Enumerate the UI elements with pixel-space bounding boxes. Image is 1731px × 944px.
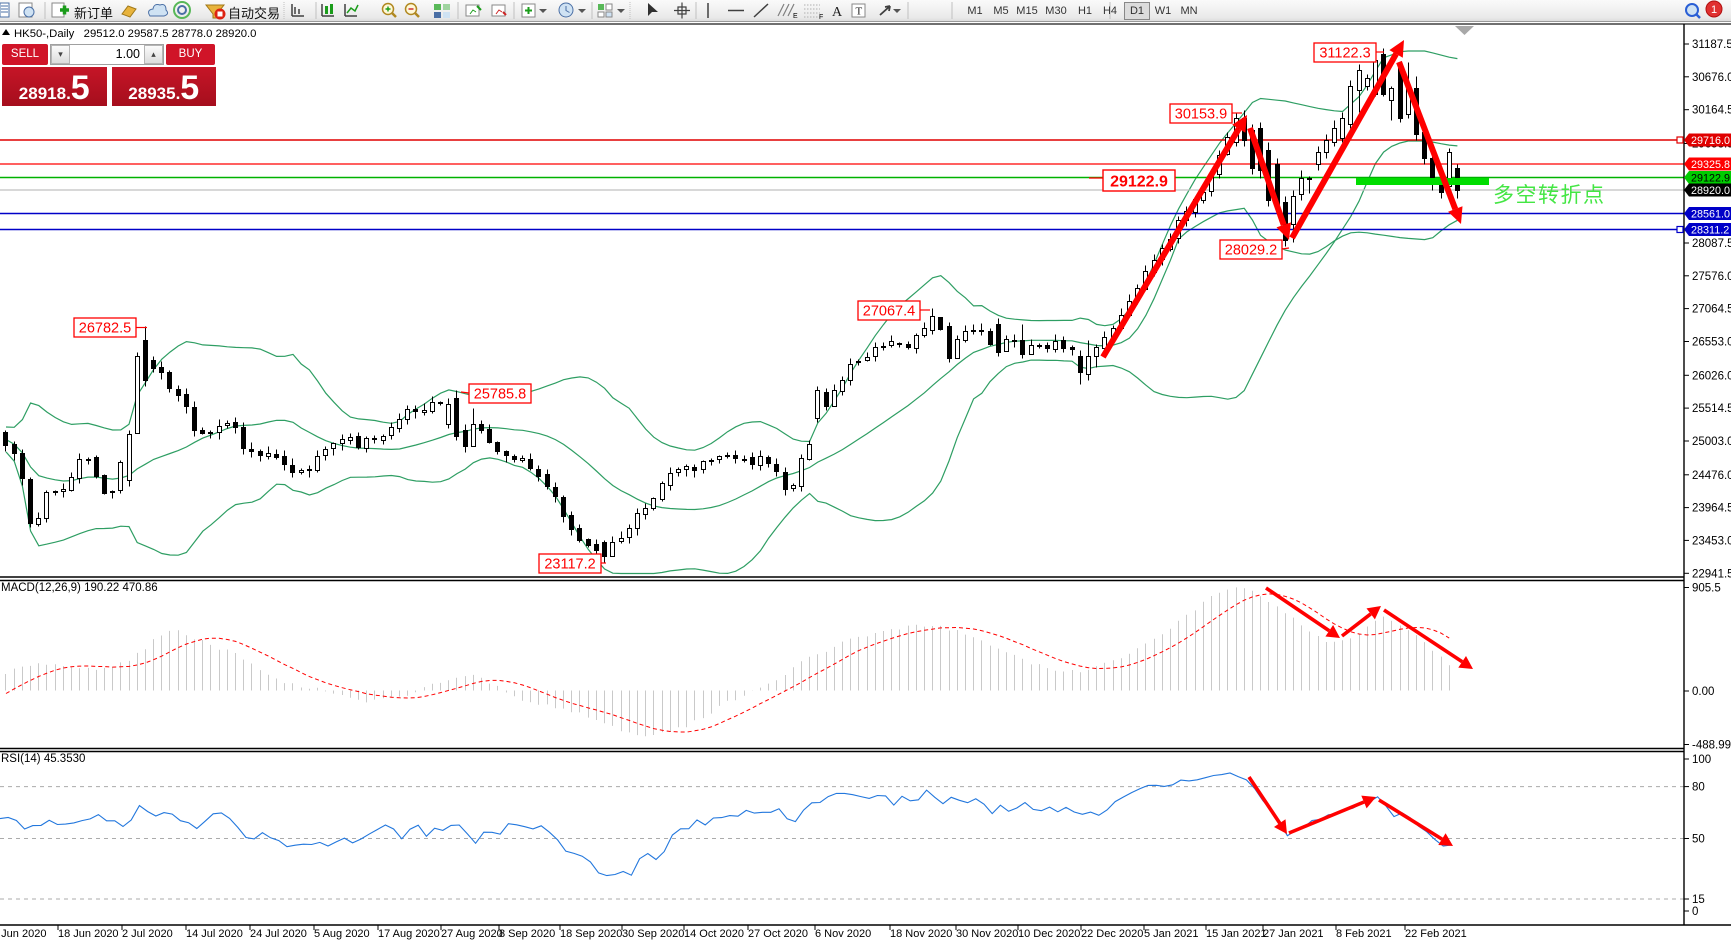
svg-text:27 Oct 2020: 27 Oct 2020 bbox=[748, 928, 808, 940]
svg-text:T: T bbox=[856, 6, 863, 18]
svg-text:0.00: 0.00 bbox=[1692, 686, 1714, 698]
svg-text:24476.0: 24476.0 bbox=[1692, 470, 1731, 482]
svg-text:F: F bbox=[819, 14, 823, 21]
svg-text:23964.5: 23964.5 bbox=[1692, 503, 1731, 515]
svg-text:22941.5: 22941.5 bbox=[1692, 568, 1731, 580]
svg-text:100: 100 bbox=[1692, 754, 1711, 766]
svg-text:24 Jul 2020: 24 Jul 2020 bbox=[250, 928, 307, 940]
svg-text:15: 15 bbox=[1692, 894, 1705, 906]
svg-text:18 Nov 2020: 18 Nov 2020 bbox=[890, 928, 952, 940]
svg-text:28561.0: 28561.0 bbox=[1691, 209, 1730, 221]
svg-text:29325.8: 29325.8 bbox=[1691, 159, 1730, 171]
svg-text:MACD(12,26,9) 190.22 470.86: MACD(12,26,9) 190.22 470.86 bbox=[1, 582, 158, 594]
svg-text:31122.3: 31122.3 bbox=[1319, 46, 1370, 62]
svg-text:25003.0: 25003.0 bbox=[1692, 436, 1731, 448]
svg-text:1: 1 bbox=[1711, 4, 1717, 16]
svg-text:25514.5: 25514.5 bbox=[1692, 403, 1731, 415]
svg-text:E: E bbox=[793, 13, 798, 20]
svg-text:5 Aug 2020: 5 Aug 2020 bbox=[314, 928, 370, 940]
svg-text:17 Aug 2020: 17 Aug 2020 bbox=[378, 928, 440, 940]
svg-text:14 Jul 2020: 14 Jul 2020 bbox=[186, 928, 243, 940]
svg-text:26553.0: 26553.0 bbox=[1692, 337, 1731, 349]
svg-text:26782.5: 26782.5 bbox=[79, 321, 131, 337]
svg-text:10 Dec 2020: 10 Dec 2020 bbox=[1018, 928, 1080, 940]
svg-text:28920.0: 28920.0 bbox=[1691, 185, 1730, 197]
svg-text:23117.2: 23117.2 bbox=[544, 557, 595, 573]
svg-text:27064.5: 27064.5 bbox=[1692, 304, 1731, 316]
svg-text:18 Sep 2020: 18 Sep 2020 bbox=[560, 928, 622, 940]
svg-text:28087.5: 28087.5 bbox=[1692, 238, 1731, 250]
svg-text:2 Jul 2020: 2 Jul 2020 bbox=[122, 928, 173, 940]
svg-text:A: A bbox=[832, 5, 843, 20]
svg-text:-488.99: -488.99 bbox=[1692, 740, 1731, 752]
svg-text:6 Nov 2020: 6 Nov 2020 bbox=[815, 928, 871, 940]
svg-text:27 Jan 2021: 27 Jan 2021 bbox=[1263, 928, 1324, 940]
svg-text:50: 50 bbox=[1692, 834, 1705, 846]
svg-text:5 Jan 2021: 5 Jan 2021 bbox=[1144, 928, 1198, 940]
svg-text:28311.2: 28311.2 bbox=[1691, 225, 1729, 237]
svg-text:18 Jun 2020: 18 Jun 2020 bbox=[58, 928, 119, 940]
svg-text:HK50-,Daily 29512.0 29587.5: HK50-,Daily 29512.0 29587.5 28778.0 2892… bbox=[14, 28, 256, 40]
svg-text:29122.9: 29122.9 bbox=[1110, 174, 1168, 191]
svg-text:23453.0: 23453.0 bbox=[1692, 535, 1731, 547]
svg-text:30 Sep 2020: 30 Sep 2020 bbox=[622, 928, 684, 940]
svg-text:29122.9: 29122.9 bbox=[1691, 173, 1730, 185]
svg-text:31187.5: 31187.5 bbox=[1692, 39, 1731, 51]
svg-text:80: 80 bbox=[1692, 782, 1705, 794]
svg-text:8 Feb 2021: 8 Feb 2021 bbox=[1336, 928, 1392, 940]
svg-text:0: 0 bbox=[1692, 906, 1698, 918]
svg-text:RSI(14) 45.3530: RSI(14) 45.3530 bbox=[1, 753, 85, 765]
svg-text:29716.0: 29716.0 bbox=[1691, 135, 1730, 147]
svg-text:15 Jan 2021: 15 Jan 2021 bbox=[1206, 928, 1267, 940]
svg-text:多空转折点: 多空转折点 bbox=[1493, 184, 1606, 207]
svg-text:27 Aug 2020: 27 Aug 2020 bbox=[441, 928, 503, 940]
svg-text:30 Nov 2020: 30 Nov 2020 bbox=[956, 928, 1018, 940]
svg-text:25785.8: 25785.8 bbox=[474, 387, 526, 403]
svg-text:4 Jun 2020: 4 Jun 2020 bbox=[0, 928, 46, 940]
svg-text:8 Sep 2020: 8 Sep 2020 bbox=[499, 928, 555, 940]
svg-text:905.5: 905.5 bbox=[1692, 583, 1721, 595]
svg-text:27067.4: 27067.4 bbox=[863, 304, 915, 320]
svg-text:28029.2: 28029.2 bbox=[1225, 243, 1277, 259]
svg-text:14 Oct 2020: 14 Oct 2020 bbox=[684, 928, 744, 940]
svg-text:30676.0: 30676.0 bbox=[1692, 72, 1731, 84]
svg-text:22 Dec 2020: 22 Dec 2020 bbox=[1081, 928, 1143, 940]
svg-text:27576.0: 27576.0 bbox=[1692, 271, 1731, 283]
svg-text:26026.0: 26026.0 bbox=[1692, 370, 1731, 382]
svg-text:30164.5: 30164.5 bbox=[1692, 105, 1731, 117]
svg-text:22 Feb 2021: 22 Feb 2021 bbox=[1405, 928, 1467, 940]
svg-text:30153.9: 30153.9 bbox=[1175, 107, 1227, 123]
